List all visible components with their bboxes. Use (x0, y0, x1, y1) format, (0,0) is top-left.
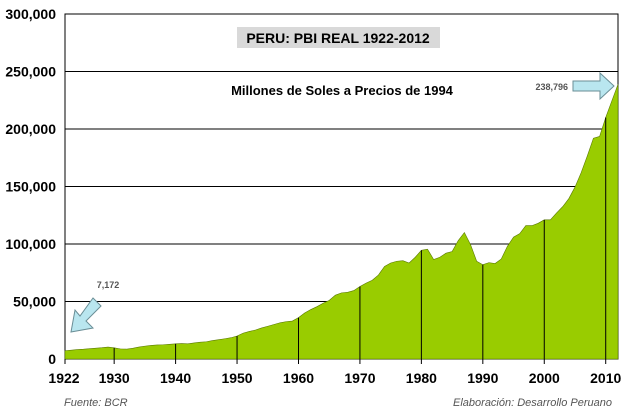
y-tick-label-4: 200,000 (5, 121, 56, 137)
y-axis: 0 50,000 100,000 150,000 200,000 250,000 300,0… (5, 6, 56, 367)
area-layer (64, 84, 619, 360)
y-tick-label-5: 250,000 (5, 64, 56, 80)
chart-subtitle: Millones de Soles a Precios de 1994 (231, 83, 454, 98)
title-box (237, 27, 440, 48)
y-tick-label-6: 300,000 (5, 6, 56, 22)
annotation-end-label: 238,796 (535, 82, 568, 92)
chart-title: PERU: PBI REAL 1922-2012 (246, 30, 430, 46)
annotation-start: 7,172 (70, 280, 120, 333)
decade-lines (113, 117, 607, 359)
gdp-area (64, 84, 619, 360)
x-tick-label-1940: 1940 (160, 370, 191, 386)
arrow-down-left-icon (70, 297, 102, 333)
x-tick-label-1990: 1990 (467, 370, 498, 386)
x-tick-label-1950: 1950 (221, 370, 252, 386)
x-tick-label-2010: 2010 (590, 370, 621, 386)
arrow-right-icon (572, 71, 615, 101)
x-tick-label-1922: 1922 (48, 370, 79, 386)
x-tick-label-1970: 1970 (344, 370, 375, 386)
x-tick-label-1980: 1980 (406, 370, 437, 386)
annotation-end: 238,796 (535, 71, 615, 101)
y-tick-label-2: 100,000 (5, 236, 56, 252)
credit-note: Elaboración: Desarrollo Peruano (453, 397, 612, 409)
y-tick-label-0: 0 (48, 351, 56, 367)
y-tick-label-3: 150,000 (5, 179, 56, 195)
annotation-start-label: 7,172 (97, 280, 120, 290)
x-tick-label-1930: 1930 (99, 370, 130, 386)
x-tick-label-1960: 1960 (283, 370, 314, 386)
x-axis: 1922 1930 1940 1950 1960 1970 1980 1990 2000 2010 (48, 359, 621, 386)
source-note: Fuente: BCR (64, 397, 128, 409)
x-tick-label-2000: 2000 (529, 370, 560, 386)
y-tick-label-1: 50,000 (13, 294, 56, 310)
